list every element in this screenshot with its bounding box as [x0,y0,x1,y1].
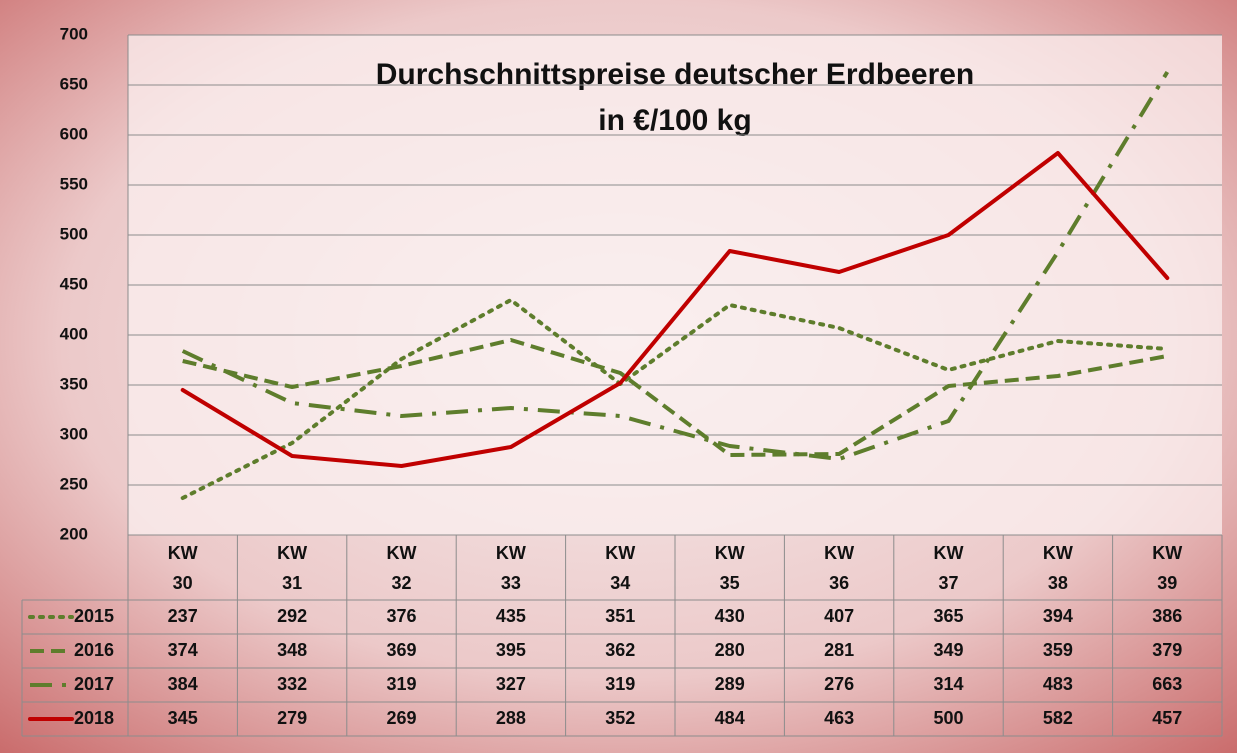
x-tick-label-box: KW 32 [347,535,456,600]
legend-label: 2015 [74,606,114,626]
table-value: 351 [605,606,635,626]
x-tick-label: KW 32 [386,542,417,593]
table-value: 374 [168,640,198,660]
table-value: 349 [933,640,963,660]
x-tick-label-cell: KW 30 [128,535,237,600]
chart-subtitle: in €/100 kg [598,104,751,137]
x-tick-label: KW 36 [824,542,855,593]
table-value: 345 [168,708,198,728]
table-value: 292 [277,606,307,626]
x-tick-label: KW 31 [277,542,308,593]
x-tick-label-cell: KW 36 [784,535,893,600]
x-tick-label: KW 37 [933,542,964,593]
table-value: 314 [933,674,963,694]
table-value: 362 [605,640,635,660]
table-value: 394 [1043,606,1073,626]
series-line [181,70,1170,461]
x-tick-label-box: KW 34 [566,535,675,600]
x-tick-label: KW 38 [1042,542,1073,593]
x-tick-label-cell: KW 32 [347,535,456,600]
legend-label: 2016 [74,640,114,660]
table-value: 582 [1043,708,1073,728]
y-tick-label: 550 [60,174,88,193]
table-value: 279 [277,708,307,728]
table-value: 269 [386,708,416,728]
x-tick-label: KW 30 [167,542,198,593]
y-tick-label: 650 [60,74,88,93]
series-line [182,338,1168,457]
table-value: 319 [386,674,416,694]
y-tick-label: 200 [60,524,88,543]
y-tick-label: 400 [60,324,88,343]
y-tick-label: 350 [60,374,88,393]
x-tick-label-box: KW 30 [128,535,237,600]
table-value: 435 [496,606,526,626]
x-tick-label-cell: KW 38 [1003,535,1112,600]
x-tick-label: KW 34 [605,542,636,593]
series-line [180,151,1170,468]
x-tick-label-box: KW 36 [784,535,893,600]
y-tick-label: 300 [60,424,88,443]
table-value: 289 [715,674,745,694]
table-value: 288 [496,708,526,728]
table-value: 484 [715,708,745,728]
table-value: 395 [496,640,526,660]
table-value: 280 [715,640,745,660]
table-value: 407 [824,606,854,626]
x-tick-label-box: KW 39 [1113,535,1222,600]
table-value: 348 [277,640,307,660]
chart-title: Durchschnittspreise deutscher Erdbeeren [376,58,975,91]
y-tick-label: 250 [60,474,88,493]
y-tick-label: 600 [60,124,88,143]
table-value: 500 [933,708,963,728]
table-value: 379 [1152,640,1182,660]
x-tick-label-cell: KW 33 [456,535,565,600]
table-value: 365 [933,606,963,626]
table-value: 457 [1152,708,1182,728]
legend-label: 2017 [74,674,114,694]
table-value: 463 [824,708,854,728]
x-tick-label-cell: KW 35 [675,535,784,600]
table-value: 384 [168,674,198,694]
x-tick-label: KW 39 [1152,542,1183,593]
table-value: 359 [1043,640,1073,660]
x-tick-label-cell: KW 39 [1113,535,1222,600]
x-tick-label-box: KW 38 [1003,535,1112,600]
table-value: 663 [1152,674,1182,694]
table-value: 327 [496,674,526,694]
series-line [180,298,1170,500]
y-tick-label: 700 [60,24,88,43]
table-value: 276 [824,674,854,694]
table-value: 352 [605,708,635,728]
x-tick-label: KW 35 [714,542,745,593]
table-value: 369 [386,640,416,660]
table-value: 376 [386,606,416,626]
x-tick-label-cell: KW 34 [566,535,675,600]
table-value: 430 [715,606,745,626]
x-tick-label-box: KW 35 [675,535,784,600]
y-tick-label: 500 [60,224,88,243]
x-tick-label-cell: KW 37 [894,535,1003,600]
x-tick-label-box: KW 33 [456,535,565,600]
table-value: 483 [1043,674,1073,694]
x-tick-label-cell: KW 31 [237,535,346,600]
table-value: 237 [168,606,198,626]
x-tick-label: KW 33 [495,542,526,593]
table-value: 319 [605,674,635,694]
table-value: 281 [824,640,854,660]
table-value: 332 [277,674,307,694]
x-tick-label-box: KW 37 [894,535,1003,600]
table-value: 386 [1152,606,1182,626]
y-tick-label: 450 [60,274,88,293]
x-tick-label-box: KW 31 [237,535,346,600]
legend-label: 2018 [74,708,114,728]
